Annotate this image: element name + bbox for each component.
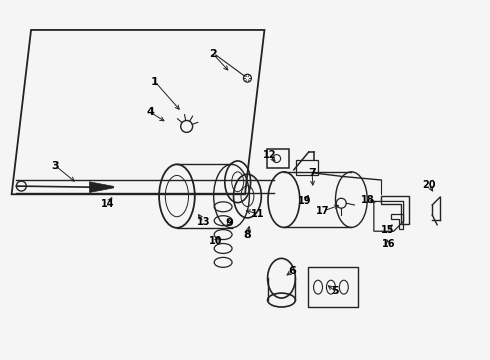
Text: 15: 15 [381, 225, 394, 235]
Bar [296, 159, 318, 175]
Text: 20: 20 [422, 180, 436, 190]
Text: 12: 12 [263, 150, 276, 160]
Text: 5: 5 [331, 286, 339, 296]
Text: 4: 4 [146, 107, 154, 117]
Text: 9: 9 [225, 218, 233, 228]
Text: 3: 3 [51, 161, 59, 171]
Bar [308, 267, 358, 307]
Text: 8: 8 [244, 230, 251, 240]
Text: 17: 17 [316, 206, 330, 216]
Text: 11: 11 [251, 209, 265, 219]
Text: 7: 7 [308, 168, 316, 178]
Text: 14: 14 [101, 199, 115, 209]
Text: 18: 18 [361, 195, 374, 204]
Text: 13: 13 [197, 217, 210, 227]
Text: 16: 16 [382, 239, 395, 249]
Text: 1: 1 [151, 77, 159, 87]
Text: 2: 2 [210, 49, 217, 59]
Text: 6: 6 [289, 266, 296, 276]
Bar [267, 149, 289, 168]
Polygon shape [89, 182, 114, 193]
Text: 10: 10 [209, 237, 222, 247]
Text: 19: 19 [297, 196, 311, 206]
